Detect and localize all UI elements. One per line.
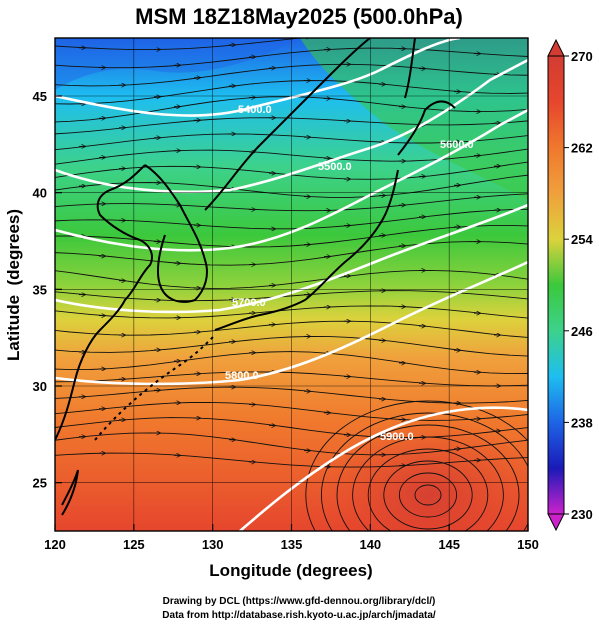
colorbar-max-triangle <box>547 38 565 57</box>
colorbar-min-triangle <box>547 513 565 532</box>
coastline-china <box>55 164 153 441</box>
circulation-streamline <box>305 400 528 531</box>
x-tick-label: 130 <box>202 537 224 552</box>
circulation-streamline <box>352 436 504 531</box>
coastline-japan <box>214 169 399 331</box>
streamline <box>55 432 528 456</box>
coastline-ryukyu <box>94 334 216 441</box>
x-tick-label: 135 <box>281 537 303 552</box>
credit-drawing: Drawing by DCL (https://www.gfd-dennou.o… <box>163 596 436 607</box>
x-tick-label: 145 <box>438 537 460 552</box>
plot-area: 5400.0 5500.0 5600.0 5700.0 5800.0 5900.… <box>55 38 528 531</box>
contour-5600 <box>55 108 528 252</box>
contour-5500 <box>55 58 528 194</box>
streamline <box>55 63 528 87</box>
circulation-streamline <box>383 460 473 530</box>
contour-labels: 5400.0 5500.0 5600.0 5700.0 5800.0 5900.… <box>225 104 474 443</box>
streamline <box>55 417 528 439</box>
streamline <box>55 38 305 51</box>
x-tick-label: 150 <box>517 537 539 552</box>
streamline <box>55 335 528 357</box>
y-tick-label: 45 <box>33 89 47 104</box>
colorbar-tick-label: 230 <box>571 507 593 522</box>
streamlines <box>55 38 528 531</box>
x-axis-label: Longitude (degrees) <box>209 561 372 580</box>
streamline <box>55 452 528 468</box>
circulation-streamline <box>320 412 528 531</box>
coastline-siberia <box>204 38 371 211</box>
colorbar-ticks: 270 262 254 246 238 230 <box>564 49 593 522</box>
contour-5900 <box>239 406 528 531</box>
colorbar-tick-label: 254 <box>571 232 593 247</box>
streamline <box>55 208 528 230</box>
circulation-streamline <box>414 484 442 506</box>
colorbar-tick-label: 262 <box>571 141 593 156</box>
y-axis-ticks: 25 30 35 40 45 <box>33 89 62 491</box>
x-axis-ticks: 120 125 130 135 140 145 150 <box>44 524 539 552</box>
streamline <box>55 133 528 151</box>
streamline <box>55 371 528 387</box>
contour-label-5900: 5900.0 <box>380 431 414 443</box>
contour-5700 <box>55 203 528 314</box>
contour-label-5700: 5700.0 <box>232 297 266 309</box>
map-title: MSM 18Z18May2025 (500.0hPa) <box>135 4 463 29</box>
contour-label-5500: 5500.0 <box>318 161 352 173</box>
streamline <box>55 386 528 404</box>
circulation-streamline <box>398 472 458 518</box>
coastlines <box>55 38 456 516</box>
colorbar-tick-label: 246 <box>571 324 593 339</box>
y-tick-label: 25 <box>33 476 47 491</box>
streamline <box>55 351 528 375</box>
y-tick-label: 35 <box>33 282 47 297</box>
streamline <box>55 161 528 180</box>
height-contours <box>55 38 528 531</box>
colorbar-tick-label: 238 <box>571 415 593 430</box>
streamline <box>55 320 528 338</box>
coastline-hokkaido <box>397 100 456 156</box>
streamline <box>55 80 528 105</box>
circulation-streamline <box>367 448 489 531</box>
colorbar-tick-label: 270 <box>571 49 593 64</box>
x-tick-label: 140 <box>359 537 381 552</box>
coastline-sakhalin <box>404 38 416 99</box>
circulation-streamline <box>336 424 520 531</box>
x-tick-label: 120 <box>44 537 66 552</box>
streamline <box>55 148 528 165</box>
coastline-taiwan <box>61 469 79 516</box>
streamline <box>55 117 528 135</box>
y-tick-label: 40 <box>33 186 47 201</box>
contour-label-5600: 5600.0 <box>440 139 474 151</box>
streamline <box>55 269 528 289</box>
streamline <box>55 401 528 421</box>
credit-data: Data from http://database.rish.kyoto-u.a… <box>162 610 436 621</box>
graticule <box>55 38 528 531</box>
streamline <box>55 47 528 69</box>
streamline <box>55 174 528 198</box>
streamline <box>55 193 528 212</box>
streamline <box>55 224 528 248</box>
colorbar-body <box>547 55 565 515</box>
colorbar: 270 262 254 246 238 230 <box>547 38 593 532</box>
contour-label-5400: 5400.0 <box>238 104 272 116</box>
coastline-korea <box>144 164 208 303</box>
contour-label-5800: 5800.0 <box>225 370 259 382</box>
contour-5800 <box>55 260 528 386</box>
y-axis-label: Latitude (degrees) <box>4 209 23 361</box>
y-tick-label: 30 <box>33 379 47 394</box>
x-tick-label: 125 <box>123 537 145 552</box>
streamline <box>55 241 528 266</box>
